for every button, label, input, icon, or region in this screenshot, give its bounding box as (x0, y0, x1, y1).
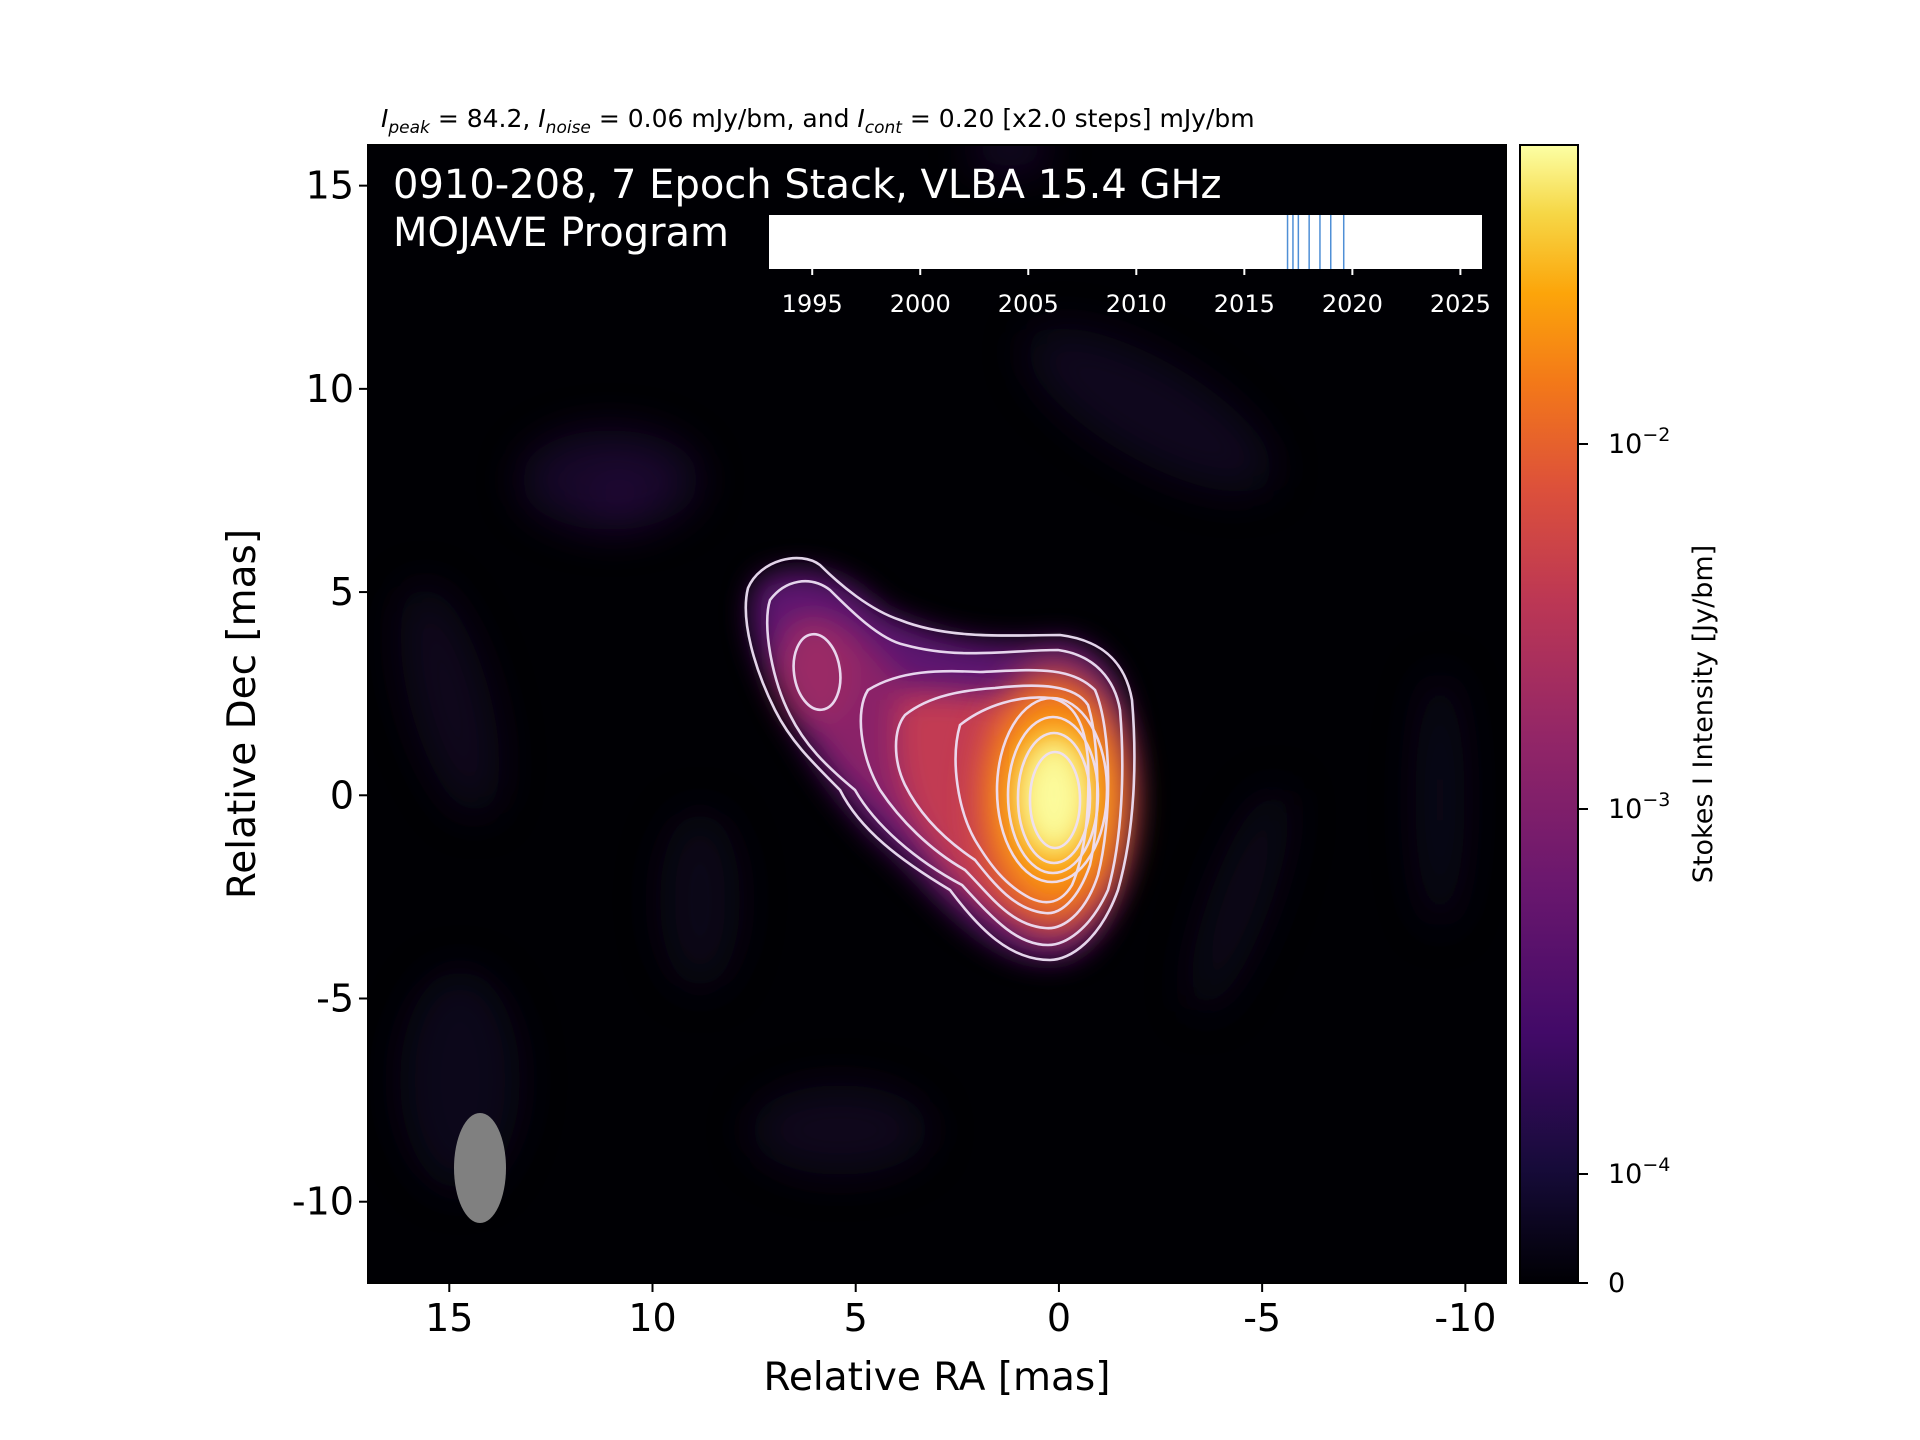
timeline-tick-label: 2000 (890, 290, 951, 318)
colorbar-tick-label: 0 (1608, 1268, 1625, 1299)
y-axis: 15 10 5 0 -5 -10 (292, 164, 368, 1224)
x-axis-label: Relative RA [mas] (764, 1355, 1111, 1400)
x-tick-label: 0 (1047, 1296, 1071, 1340)
y-tick-label: 5 (330, 570, 354, 614)
timeline-tick-label: 2010 (1106, 290, 1167, 318)
x-tick-label: -5 (1243, 1296, 1281, 1340)
timeline-tick-label: 2020 (1322, 290, 1383, 318)
contour-level-4 (894, 684, 1099, 915)
contours (744, 556, 1136, 962)
y-tick-label: -10 (292, 1180, 354, 1224)
contour-level-9 (1028, 750, 1082, 850)
x-tick-label: 15 (425, 1296, 473, 1340)
colorbar: 10−2 10−3 10−4 0 Stokes I Intensity [Jy/bm] (1519, 144, 1719, 1299)
epoch-markers (1286, 215, 1345, 269)
x-tick-label: 5 (844, 1296, 868, 1340)
timeline-box (769, 215, 1482, 269)
timeline-tick-label: 2025 (1430, 290, 1491, 318)
i-peak-subscript: peak (387, 118, 431, 138)
contour-level-6 (995, 696, 1109, 884)
x-tick-label: 10 (628, 1296, 676, 1340)
i-peak-value: = 84.2, (430, 104, 538, 133)
colorbar-label: Stokes I Intensity [Jy/bm] (1688, 545, 1719, 883)
i-peak-symbol: I (381, 104, 388, 133)
core-peak (1022, 737, 1086, 853)
epoch-timeline: 1995 2000 2005 2010 2015 2020 2025 (769, 215, 1491, 318)
x-axis: 15 10 5 0 -5 -10 (425, 1283, 1496, 1340)
timeline-tick-label: 1995 (782, 290, 843, 318)
y-tick-label: 15 (306, 164, 354, 208)
contour-level-8 (1016, 731, 1092, 865)
contour-knot (792, 632, 842, 712)
colorbar-tick-label: 10−2 (1608, 424, 1670, 460)
y-tick-label: 10 (306, 367, 354, 411)
contour-level-1 (744, 556, 1136, 962)
colorbar-ticks: 10−2 10−3 10−4 0 (1578, 424, 1670, 1299)
timeline-tick-label: 2005 (998, 290, 1059, 318)
colorbar-tick-label: 10−3 (1608, 789, 1670, 825)
contour-level-7 (1006, 715, 1100, 875)
i-cont-subscript: cont (865, 118, 904, 138)
panel-title: 0910-208, 7 Epoch Stack, VLBA 15.4 GHz (393, 162, 1222, 208)
colorbar-frame (1519, 144, 1579, 1284)
i-noise-symbol: I (538, 104, 545, 133)
y-tick-label: -5 (316, 977, 354, 1021)
plot-frame (367, 144, 1507, 1284)
i-cont-value: = 0.20 [x2.0 steps] mJy/bm (902, 104, 1255, 133)
beam-ellipse (454, 1113, 506, 1223)
colorbar-gradient (1520, 145, 1578, 1283)
y-axis-label: Relative Dec [mas] (220, 529, 265, 899)
noise-structure (400, 145, 1465, 1190)
timeline-ticks: 1995 2000 2005 2010 2015 2020 2025 (782, 269, 1491, 318)
x-tick-label: -10 (1434, 1296, 1496, 1340)
i-cont-symbol: I (857, 104, 864, 133)
emission-map (400, 145, 1465, 1223)
i-noise-value: = 0.06 mJy/bm, and (591, 104, 858, 133)
contour-level-2 (765, 580, 1124, 947)
y-tick-label: 0 (330, 773, 354, 817)
contour-level-3 (859, 668, 1110, 930)
panel-subtitle: MOJAVE Program (393, 210, 729, 256)
image-panel: 0910-208, 7 Epoch Stack, VLBA 15.4 GHz M… (367, 144, 1507, 1284)
timeline-tick-label: 2015 (1214, 290, 1275, 318)
colorbar-tick-label: 10−4 (1608, 1154, 1670, 1190)
i-noise-subscript: noise (546, 118, 591, 138)
header-stats: Ipeak = 84.2, Inoise = 0.06 mJy/bm, and … (381, 104, 1255, 138)
